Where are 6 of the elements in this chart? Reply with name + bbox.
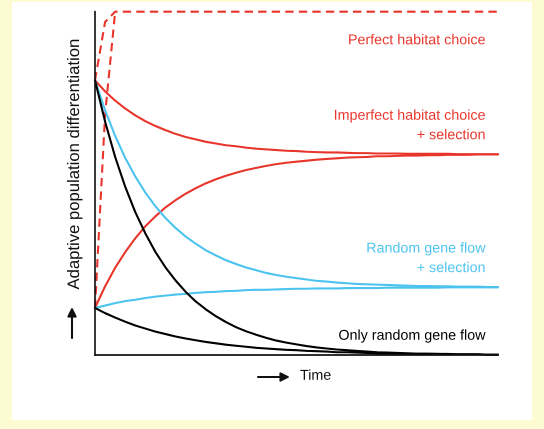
series-label: Imperfect habitat choice + selection <box>334 109 485 140</box>
series-label: Only random gene flow <box>339 329 486 343</box>
x-axis-title: Time <box>300 369 331 380</box>
series-label: Random gene flow + selection <box>367 242 486 272</box>
series-label: Perfect habitat choice <box>349 34 485 44</box>
y-axis-title: Adaptive population differentiation <box>66 40 82 290</box>
